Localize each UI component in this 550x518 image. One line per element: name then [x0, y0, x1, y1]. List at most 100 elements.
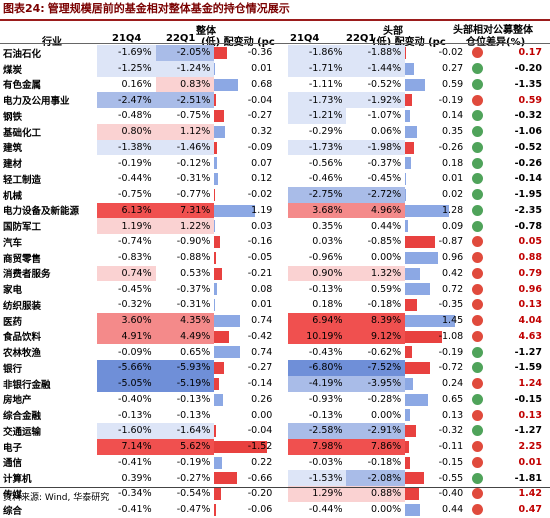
top-21q4: 0.03% [288, 234, 347, 250]
indicator-cell [467, 344, 488, 360]
change-value: 0.08 [251, 284, 272, 295]
top-21q4: -0.13% [288, 281, 347, 297]
top-22q1: 4.96% [346, 203, 405, 219]
indicator-dot-icon [472, 79, 483, 90]
top-change: 0.44 [405, 502, 467, 518]
top-21q4: 0.90% [288, 266, 347, 282]
position-diff: -0.26 [489, 155, 550, 171]
indicator-cell [467, 187, 488, 203]
change-value: -0.14 [248, 378, 273, 389]
indicator-cell [467, 297, 488, 313]
spacer [276, 439, 287, 455]
overall-21q4: -1.69% [97, 45, 156, 61]
industry-name: 煤炭 [0, 61, 97, 77]
change-value: -0.87 [439, 236, 464, 247]
change-value: 0.27 [442, 63, 463, 74]
change-bar [214, 331, 228, 343]
spacer [276, 423, 287, 439]
overall-change: 0.68 [214, 77, 276, 93]
indicator-cell [467, 360, 488, 376]
indicator-dot-icon [472, 126, 483, 137]
top-22q1: 0.06% [346, 124, 405, 140]
top-change: -0.11 [405, 439, 467, 455]
indicator-dot-icon [472, 362, 483, 373]
change-bar [214, 110, 223, 122]
footer-rule [0, 487, 550, 488]
spacer [276, 140, 287, 156]
table-row: 房地产-0.40%-0.13%0.26-0.93%-0.28%0.65-0.15 [0, 392, 550, 408]
overall-21q4: 1.19% [97, 218, 156, 234]
spacer [276, 281, 287, 297]
change-value: -0.15 [439, 457, 464, 468]
spacer [276, 234, 287, 250]
overall-21q4: -2.47% [97, 92, 156, 108]
position-diff: 0.59 [489, 92, 550, 108]
position-diff: 1.42 [489, 486, 550, 502]
spacer [276, 61, 287, 77]
indicator-cell [467, 92, 488, 108]
change-value: -0.35 [439, 299, 464, 310]
overall-21q4: -0.44% [97, 171, 156, 187]
top-22q1: -7.52% [346, 360, 405, 376]
change-value: 0.03 [251, 221, 272, 232]
top-21q4: -4.19% [288, 376, 347, 392]
top-change: 0.65 [405, 392, 467, 408]
change-bar [405, 47, 406, 59]
change-value: 0.12 [251, 173, 272, 184]
table-row: 电力及公用事业-2.47%-2.51%-0.04-1.73%-1.92%-0.1… [0, 92, 550, 108]
position-diff: 0.88 [489, 250, 550, 266]
change-value: -0.04 [248, 95, 273, 106]
change-value: 0.09 [442, 221, 463, 232]
top-22q1: -0.62% [346, 344, 405, 360]
change-bar [214, 47, 226, 59]
change-value: -1.08 [439, 331, 464, 342]
top-21q4: -0.56% [288, 155, 347, 171]
indicator-dot-icon [472, 173, 483, 184]
change-value: 0.35 [442, 126, 463, 137]
top-21q4: -1.21% [288, 108, 347, 124]
top-21q4: -2.75% [288, 187, 347, 203]
overall-22q1: 0.65% [156, 344, 215, 360]
change-bar [214, 220, 215, 232]
change-value: 0.68 [251, 79, 272, 90]
position-diff: -0.15 [489, 392, 550, 408]
top-22q1: -2.91% [346, 423, 405, 439]
change-bar [405, 189, 406, 201]
spacer [276, 470, 287, 486]
top-21q4: -0.93% [288, 392, 347, 408]
change-value: -0.19 [439, 347, 464, 358]
change-bar [214, 425, 215, 437]
overall-change: -0.16 [214, 234, 276, 250]
top-21q4: -1.86% [288, 45, 347, 61]
indicator-cell [467, 392, 488, 408]
overall-21q4: 4.91% [97, 329, 156, 345]
top-change: 0.72 [405, 281, 467, 297]
table-row: 钢铁-0.48%-0.75%-0.27-1.21%-1.07%0.14-0.32 [0, 108, 550, 124]
top-change: -1.08 [405, 329, 467, 345]
overall-21q4: 3.60% [97, 313, 156, 329]
change-bar [405, 346, 412, 358]
position-diff: 0.13 [489, 297, 550, 313]
top-22q1: 0.44% [346, 218, 405, 234]
top-22q1: -0.52% [346, 77, 405, 93]
change-value: 0.42 [442, 268, 463, 279]
spacer [276, 266, 287, 282]
spacer [276, 329, 287, 345]
overall-change: 0.01 [214, 297, 276, 313]
change-bar [405, 110, 410, 122]
overall-change: 0.26 [214, 392, 276, 408]
top-change: 0.18 [405, 155, 467, 171]
overall-change: 0.01 [214, 61, 276, 77]
overall-change: -0.04 [214, 92, 276, 108]
top-22q1: -1.92% [346, 92, 405, 108]
position-diff: -1.27 [489, 423, 550, 439]
top-change: -0.87 [405, 234, 467, 250]
